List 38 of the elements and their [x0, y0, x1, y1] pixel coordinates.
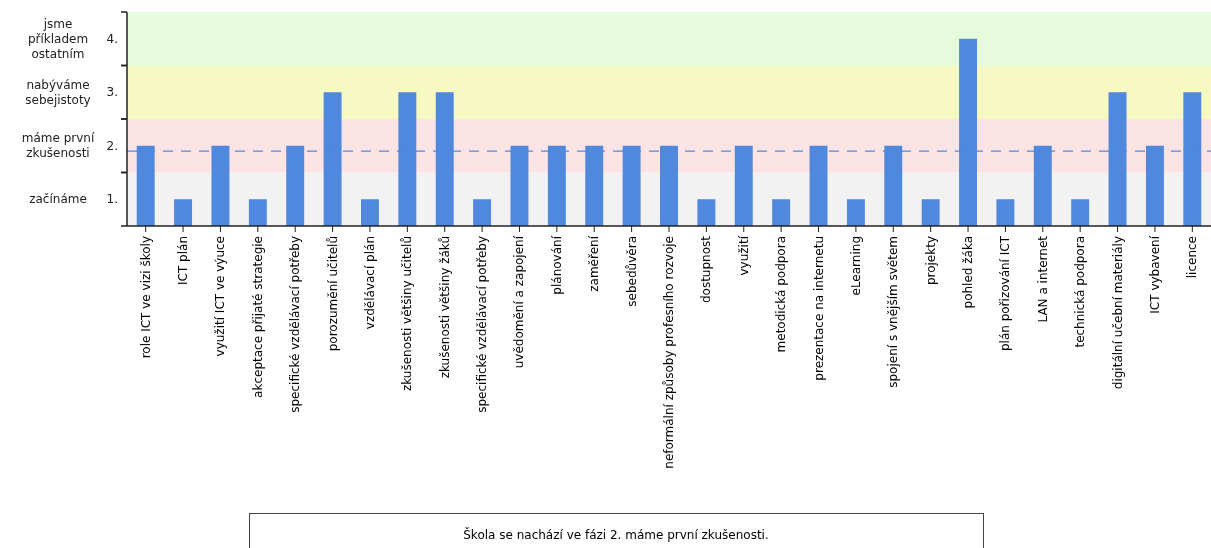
text: nabýváme sebejistoty — [25, 77, 91, 107]
x-tick-label: dostupnost — [699, 235, 714, 304]
x-tick-label: akceptace přijaté strategie — [250, 236, 265, 398]
x-tick-label: licence — [1185, 236, 1200, 279]
x-tick-label: využití — [736, 235, 751, 276]
x-tick-label: plánování — [549, 235, 564, 295]
x-tick-label: zkušenosti většiny žáků — [437, 236, 452, 379]
text: jsme příkladem ostatním — [27, 16, 89, 61]
text: máme první zkušenosti — [21, 131, 95, 161]
x-tick-label: vzdělávací plán — [362, 236, 377, 330]
y-tick-label: 3. — [106, 85, 118, 100]
x-tick-label: technická podpora — [1073, 236, 1088, 348]
x-tick-label: LAN a internet — [1035, 235, 1050, 323]
x-tick-label: digitální učební materiály — [1110, 236, 1125, 390]
x-tick-label: prezentace na internetu — [811, 236, 826, 381]
x-tick-label: využití ICT ve výuce — [213, 236, 228, 357]
text: začínáme — [29, 192, 87, 207]
y-tick-label: 2. — [106, 138, 118, 153]
x-tick-label: plán pořizování ICT — [998, 235, 1013, 352]
x-tick-label: spojení s vnějším světem — [886, 236, 901, 388]
x-tick-label: metodická podpora — [774, 236, 789, 353]
x-tick-label: pohled žáka — [961, 236, 976, 309]
x-tick-label: zkušenosti většiny učitelů — [400, 236, 415, 392]
x-tick-label: role ICT ve vizi školy — [138, 236, 153, 359]
x-tick-label: uvědomění a zapojení — [512, 235, 527, 369]
x-tick-label: ICT plán — [176, 236, 191, 285]
x-tick-label: specifické vzdělávací potřeby — [288, 236, 303, 413]
text: Škola se nachází ve fázi 2. máme první zkušenosti. — [463, 527, 769, 542]
x-tick-label: projekty — [923, 236, 938, 286]
x-tick-label: eLearning — [848, 236, 863, 296]
x-tick-label: ICT vybavení — [1147, 235, 1162, 314]
x-tick-label: neformální způsoby profesního rozvoje — [662, 236, 676, 469]
x-tick-label: sebedůvěra — [624, 236, 639, 307]
y-tick-label: 4. — [106, 31, 118, 46]
x-tick-label: specifické vzdělávací potřeby — [475, 236, 490, 413]
x-tick-label: porozumění učitelů — [325, 236, 340, 352]
x-tick-label: zaměření — [587, 235, 602, 292]
y-tick-label: 1. — [106, 192, 118, 207]
